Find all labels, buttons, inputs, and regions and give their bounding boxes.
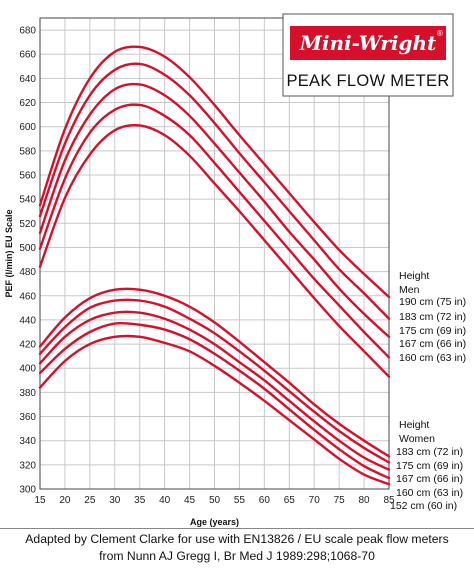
legend-men-item: 160 cm (63 in) (399, 352, 466, 364)
x-tick-label: 15 (34, 495, 46, 506)
caption-line-2: from Nunn AJ Gregg I, Br Med J 1989:298;… (99, 549, 375, 563)
y-axis-ticks: 300 320 340 360 380 400 420 440 460 480 500 520 540 5… (19, 26, 36, 496)
y-tick-label: 540 (19, 195, 36, 206)
x-tick-label: 20 (59, 495, 71, 506)
series-line-men (38, 45, 391, 299)
y-tick-label: 500 (19, 243, 36, 254)
x-tick-label: 85 (383, 495, 395, 506)
legend-women-item: 175 cm (69 in) (396, 460, 463, 472)
x-tick-label: 50 (209, 495, 221, 506)
y-tick-label: 520 (19, 219, 36, 230)
x-tick-label: 65 (284, 495, 296, 506)
x-tick-label: 40 (159, 495, 171, 506)
x-tick-label: 55 (234, 495, 246, 506)
legend-men: Height Men 190 cm (75 in) 183 cm (72 in)… (399, 270, 466, 364)
y-tick-label: 660 (19, 50, 36, 61)
legend-women-item: 167 cm (66 in) (396, 473, 463, 485)
legend-women: Height Women 183 cm (72 in) 175 cm (69 i… (390, 419, 463, 512)
series-line-women (38, 310, 391, 471)
y-tick-label: 340 (19, 436, 36, 447)
legend-women-item: 160 cm (63 in) (396, 487, 463, 499)
x-tick-label: 60 (259, 495, 271, 506)
caption-line-1: Adapted by Clement Clarke for use with E… (25, 532, 449, 546)
legend-women-item: 152 cm (60 in) (390, 500, 457, 512)
y-tick-label: 300 (19, 485, 36, 496)
y-axis-label: PEF (l/min) EU Scale (4, 209, 14, 297)
legend-women-heading-2: Women (399, 433, 435, 445)
series-line-women (38, 334, 391, 486)
y-tick-label: 320 (19, 460, 36, 471)
source-caption: Adapted by Clement Clarke for use with E… (0, 531, 474, 565)
x-tick-label: 45 (184, 495, 196, 506)
legend-men-item: 175 cm (69 in) (399, 325, 466, 337)
y-tick-label: 680 (19, 26, 36, 37)
series-line-men (38, 82, 391, 339)
legend-men-item: 190 cm (75 in) (399, 296, 466, 308)
series-line-women (38, 321, 391, 480)
series-line-men (38, 103, 391, 359)
y-tick-label: 580 (19, 146, 36, 157)
series-line-women (38, 287, 391, 458)
x-tick-label: 30 (109, 495, 121, 506)
y-tick-label: 600 (19, 122, 36, 133)
y-tick-label: 620 (19, 98, 36, 109)
y-tick-label: 360 (19, 412, 36, 423)
x-tick-label: 80 (359, 495, 371, 506)
series-lines (38, 45, 391, 486)
x-axis-ticks: 15 20 25 30 35 40 45 50 55 60 65 70 75 80 85 (34, 495, 395, 506)
y-tick-label: 420 (19, 340, 36, 351)
logo-brand: Mini-Wright (299, 31, 437, 55)
legend-men-heading-2: Men (399, 284, 420, 296)
x-axis-label: Age (years) (190, 517, 239, 527)
y-tick-label: 400 (19, 364, 36, 375)
series-line-women (38, 298, 391, 464)
logo-registered-mark: ® (437, 29, 443, 38)
x-tick-label: 25 (84, 495, 96, 506)
y-tick-label: 380 (19, 388, 36, 399)
x-tick-label: 35 (134, 495, 146, 506)
legend-men-item: 167 cm (66 in) (399, 338, 466, 350)
legend-men-heading-1: Height (399, 270, 429, 282)
legend-women-heading-1: Height (399, 419, 429, 431)
y-tick-label: 480 (19, 267, 36, 278)
mini-wright-logo: Mini-Wright ® PEAK FLOW METER (282, 13, 454, 97)
y-tick-label: 440 (19, 315, 36, 326)
plot-frame (39, 17, 390, 490)
series-line-men (38, 124, 391, 378)
y-tick-label: 460 (19, 291, 36, 302)
logo-product: PEAK FLOW METER (286, 72, 449, 90)
x-tick-label: 70 (309, 495, 321, 506)
peak-flow-chart: 300 320 340 360 380 400 420 440 460 480 500 520 540 5… (4, 13, 466, 527)
x-tick-label: 75 (334, 495, 346, 506)
y-tick-label: 560 (19, 171, 36, 182)
legend-women-item: 183 cm (72 in) (396, 446, 463, 458)
series-line-men (38, 62, 391, 320)
legend-men-item: 183 cm (72 in) (399, 311, 466, 323)
caption-divider (0, 528, 474, 529)
y-tick-label: 640 (19, 74, 36, 85)
